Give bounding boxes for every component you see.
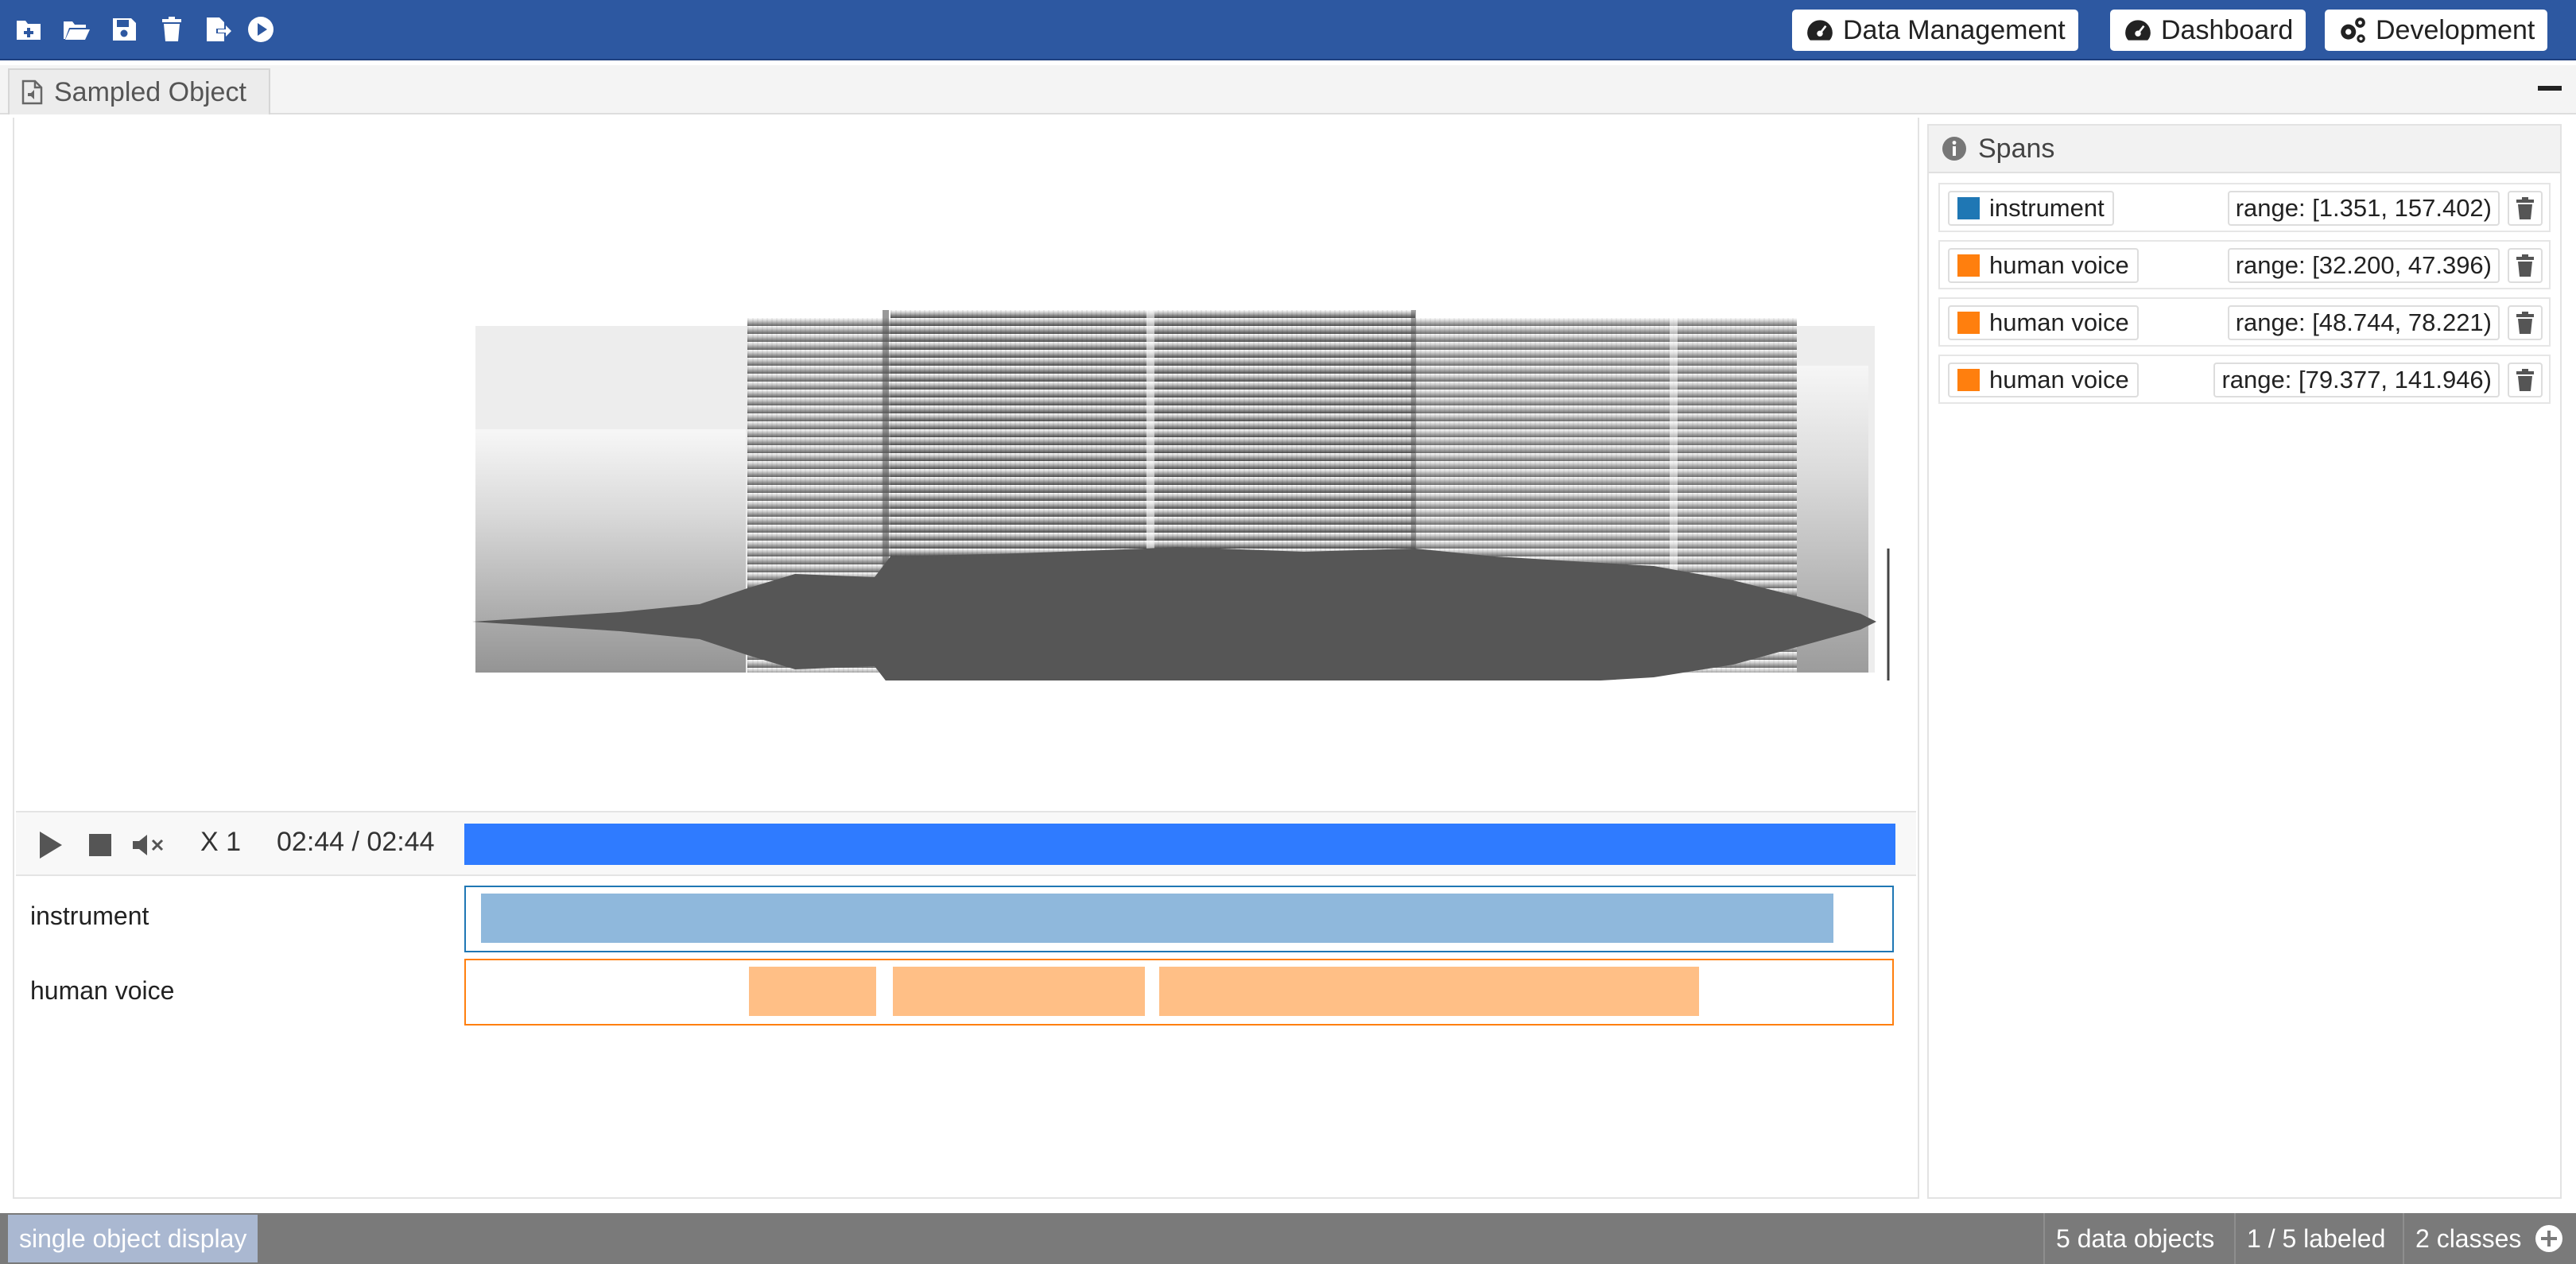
span-class-pill[interactable]: human voice	[1948, 363, 2139, 397]
labeled-count: 1 / 5 labeled	[2234, 1213, 2396, 1264]
dashboard-button[interactable]: Dashboard	[2110, 10, 2306, 51]
trash-icon[interactable]	[2508, 305, 2543, 340]
tab-strip: Sampled Object	[0, 65, 2576, 114]
data-management-label: Data Management	[1843, 14, 2066, 45]
progress-bar[interactable]	[464, 824, 1895, 865]
span-row[interactable]: human voice range: [32.200, 47.396)	[1938, 240, 2551, 289]
track-span-block[interactable]	[1159, 967, 1699, 1016]
play-circle-icon[interactable]	[243, 14, 278, 45]
trash-icon[interactable]	[2508, 248, 2543, 283]
tab-sampled-object[interactable]: Sampled Object	[8, 68, 270, 114]
span-range: range: [1.351, 157.402)	[2227, 191, 2500, 226]
span-class-label: human voice	[1989, 308, 2129, 336]
display-mode[interactable]: single object display	[8, 1215, 258, 1262]
track-human-voice[interactable]	[464, 959, 1894, 1026]
tab-title: Sampled Object	[54, 76, 246, 107]
class-color-swatch	[1957, 369, 1980, 391]
class-color-swatch	[1957, 312, 1980, 334]
gears-icon	[2341, 17, 2365, 43]
spans-panel: Spans instrument range: [1.351, 157.402) h…	[1927, 124, 2562, 1199]
track-span-block[interactable]	[749, 967, 877, 1016]
trash-icon[interactable]	[2508, 191, 2543, 226]
span-row[interactable]: instrument range: [1.351, 157.402)	[1938, 183, 2551, 232]
waveform	[472, 547, 1890, 680]
playback-speed[interactable]: X 1	[200, 827, 242, 857]
trash-icon[interactable]	[2508, 363, 2543, 397]
span-class-label: instrument	[1989, 194, 2105, 222]
track-label-human-voice: human voice	[30, 976, 175, 1005]
span-class-pill[interactable]: human voice	[1948, 248, 2139, 283]
data-object-count: 5 data objects	[2043, 1213, 2225, 1264]
span-range: range: [48.744, 78.221)	[2227, 305, 2500, 340]
span-class-label: human voice	[1989, 251, 2129, 279]
span-row[interactable]: human voice range: [79.377, 141.946)	[1938, 355, 2551, 404]
delete-icon[interactable]	[154, 14, 189, 45]
top-toolbar: Data Management Dashboard Development	[0, 0, 2576, 60]
play-icon[interactable]	[33, 825, 68, 865]
time-readout: 02:44 / 02:44	[277, 827, 435, 857]
minimize-button[interactable]	[2538, 86, 2562, 91]
span-row[interactable]: human voice range: [48.744, 78.221)	[1938, 297, 2551, 347]
development-label: Development	[2376, 14, 2535, 45]
span-range: range: [32.200, 47.396)	[2227, 248, 2500, 283]
track-instrument[interactable]	[464, 886, 1894, 952]
stop-icon[interactable]	[83, 825, 118, 865]
data-management-button[interactable]: Data Management	[1792, 10, 2078, 51]
spans-header: Spans	[1929, 126, 2560, 173]
development-button[interactable]: Development	[2325, 10, 2548, 51]
track-label-instrument: instrument	[30, 901, 149, 930]
open-folder-icon[interactable]	[59, 14, 94, 45]
export-icon[interactable]	[200, 14, 235, 45]
track-span-block[interactable]	[893, 967, 1145, 1016]
track-span-block[interactable]	[480, 894, 1833, 943]
class-color-swatch	[1957, 254, 1980, 277]
dashboard-gauge-icon	[1807, 20, 1833, 41]
object-display	[13, 118, 1919, 1199]
mute-icon[interactable]	[127, 825, 169, 865]
info-icon	[1942, 137, 1966, 161]
spans-title: Spans	[1978, 133, 2055, 164]
spectrogram-waveform	[472, 310, 1890, 680]
dashboard-gauge-icon	[2125, 20, 2151, 41]
audio-file-icon	[21, 79, 43, 105]
save-icon[interactable]	[107, 14, 142, 45]
class-count: 2 classes	[2403, 1213, 2532, 1264]
player-controls: X 1 02:44 / 02:44	[16, 811, 1916, 876]
dashboard-label: Dashboard	[2161, 14, 2294, 45]
span-class-pill[interactable]: instrument	[1948, 191, 2114, 226]
span-range: range: [79.377, 141.946)	[2213, 363, 2500, 397]
span-class-pill[interactable]: human voice	[1948, 305, 2139, 340]
status-bar: single object display 5 data objects 1 /…	[0, 1213, 2576, 1264]
new-file-icon[interactable]	[11, 14, 46, 45]
class-color-swatch	[1957, 197, 1980, 219]
add-circle-icon[interactable]	[2535, 1224, 2563, 1253]
span-class-label: human voice	[1989, 366, 2129, 394]
